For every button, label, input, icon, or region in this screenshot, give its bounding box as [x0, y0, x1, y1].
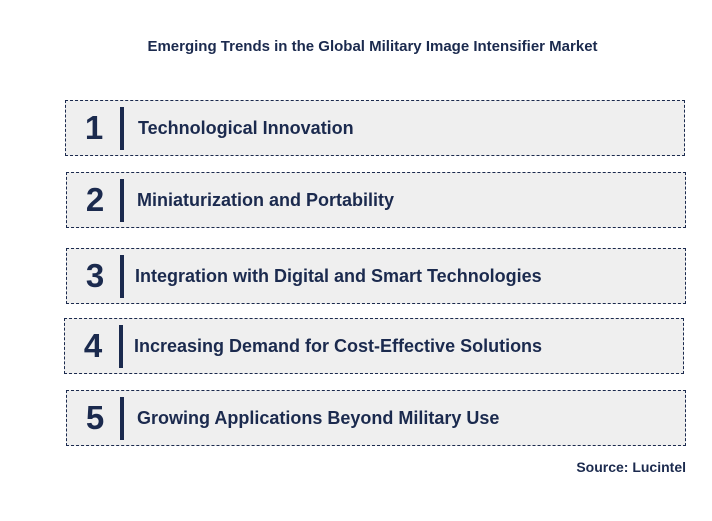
trend-item-4: 4 Increasing Demand for Cost-Effective S…	[64, 318, 684, 374]
trend-label: Technological Innovation	[138, 118, 354, 138]
diagram-title: Emerging Trends in the Global Military I…	[147, 38, 598, 55]
trend-divider	[120, 107, 124, 150]
trend-number: 5	[85, 399, 105, 436]
trend-divider	[120, 397, 124, 440]
trend-item-2: 2 Miniaturization and Portability	[66, 172, 686, 228]
trend-item-1: 1 Technological Innovation	[65, 100, 685, 156]
trend-divider	[120, 179, 124, 222]
trend-number: 4	[83, 327, 103, 364]
trend-number: 2	[85, 181, 105, 218]
trend-item-5: 5 Growing Applications Beyond Military U…	[66, 390, 686, 446]
trend-divider	[120, 255, 124, 298]
trend-label: Integration with Digital and Smart Techn…	[135, 266, 542, 286]
trend-label: Growing Applications Beyond Military Use	[137, 408, 500, 428]
trend-label: Increasing Demand for Cost-Effective Sol…	[134, 336, 543, 356]
trend-item-3: 3 Integration with Digital and Smart Tec…	[66, 248, 686, 304]
trend-divider	[119, 325, 123, 368]
source-label: Source: Lucintel	[576, 459, 686, 475]
trend-number: 1	[84, 109, 104, 146]
trend-label: Miniaturization and Portability	[137, 190, 395, 210]
trend-number: 3	[85, 257, 105, 294]
